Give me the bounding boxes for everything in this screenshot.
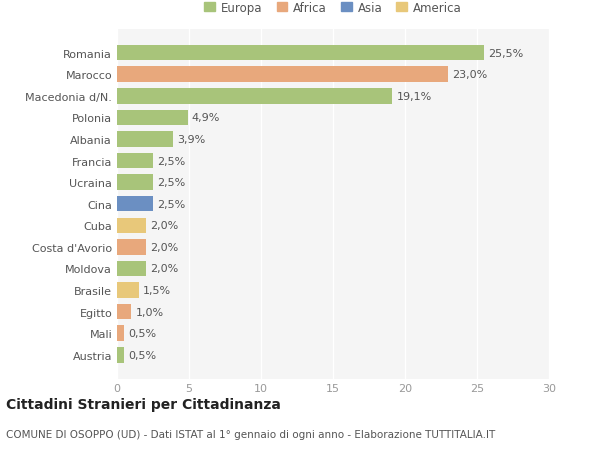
Text: COMUNE DI OSOPPO (UD) - Dati ISTAT al 1° gennaio di ogni anno - Elaborazione TUT: COMUNE DI OSOPPO (UD) - Dati ISTAT al 1°… (6, 429, 495, 439)
Bar (117, 132, 173, 147)
Text: 2,0%: 2,0% (150, 221, 178, 231)
Text: 0,5%: 0,5% (128, 350, 157, 360)
Text: 25,5%: 25,5% (488, 49, 524, 58)
Text: 2,5%: 2,5% (157, 178, 185, 188)
Bar (117, 240, 146, 255)
Bar (117, 67, 448, 83)
Text: 2,0%: 2,0% (150, 242, 178, 252)
Bar (117, 218, 146, 234)
Bar (117, 196, 153, 212)
Bar (117, 283, 139, 298)
Bar (117, 326, 124, 341)
Text: 2,5%: 2,5% (157, 199, 185, 209)
Text: 2,5%: 2,5% (157, 156, 185, 166)
Text: 4,9%: 4,9% (192, 113, 220, 123)
Bar (117, 347, 124, 363)
Bar (117, 153, 153, 169)
Bar (117, 261, 146, 277)
Text: 1,5%: 1,5% (143, 285, 171, 296)
Text: 1,0%: 1,0% (136, 307, 164, 317)
Text: 0,5%: 0,5% (128, 329, 157, 338)
Bar (117, 110, 188, 126)
Text: 19,1%: 19,1% (397, 91, 431, 101)
Text: 2,0%: 2,0% (150, 264, 178, 274)
Bar (117, 304, 131, 320)
Text: 3,9%: 3,9% (178, 134, 206, 145)
Legend: Europa, Africa, Asia, America: Europa, Africa, Asia, America (202, 0, 464, 17)
Bar (117, 46, 484, 61)
Bar (117, 89, 392, 104)
Text: Cittadini Stranieri per Cittadinanza: Cittadini Stranieri per Cittadinanza (6, 397, 281, 411)
Bar (117, 175, 153, 190)
Text: 23,0%: 23,0% (452, 70, 488, 80)
